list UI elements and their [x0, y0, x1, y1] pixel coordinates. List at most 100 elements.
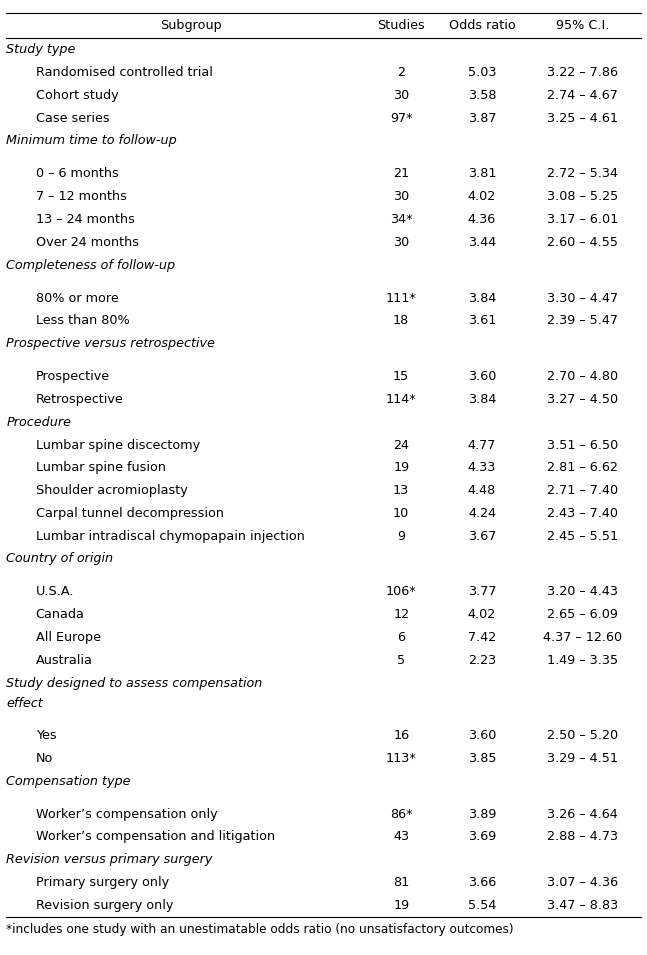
Text: 3.69: 3.69	[468, 830, 496, 843]
Text: Cohort study: Cohort study	[36, 89, 118, 102]
Text: 3.85: 3.85	[468, 752, 496, 765]
Text: 113*: 113*	[386, 752, 417, 765]
Text: Primary surgery only: Primary surgery only	[36, 876, 169, 889]
Text: 9: 9	[397, 530, 405, 542]
Text: 3.08 – 5.25: 3.08 – 5.25	[547, 190, 618, 203]
Text: Completeness of follow-up: Completeness of follow-up	[6, 259, 175, 271]
Text: 3.17 – 6.01: 3.17 – 6.01	[547, 213, 618, 226]
Text: No: No	[36, 752, 53, 765]
Text: Worker’s compensation only: Worker’s compensation only	[36, 808, 217, 820]
Text: 3.67: 3.67	[468, 530, 496, 542]
Text: Lumbar intradiscal chymopapain injection: Lumbar intradiscal chymopapain injection	[36, 530, 305, 542]
Text: Compensation type: Compensation type	[6, 775, 131, 788]
Text: All Europe: All Europe	[36, 631, 100, 644]
Text: 3.47 – 8.83: 3.47 – 8.83	[547, 899, 618, 912]
Text: 2.45 – 5.51: 2.45 – 5.51	[547, 530, 618, 542]
Text: 3.60: 3.60	[468, 729, 496, 742]
Text: Australia: Australia	[36, 654, 93, 667]
Text: 3.61: 3.61	[468, 314, 496, 328]
Text: 86*: 86*	[390, 808, 412, 820]
Text: Procedure: Procedure	[6, 415, 71, 429]
Text: 1.49 – 3.35: 1.49 – 3.35	[547, 654, 618, 667]
Text: 3.44: 3.44	[468, 236, 496, 249]
Text: 3.84: 3.84	[468, 291, 496, 305]
Text: Prospective: Prospective	[36, 371, 110, 383]
Text: Randomised controlled trial: Randomised controlled trial	[36, 66, 212, 79]
Text: 3.07 – 4.36: 3.07 – 4.36	[547, 876, 618, 889]
Text: 7.42: 7.42	[468, 631, 496, 644]
Text: 2.65 – 6.09: 2.65 – 6.09	[547, 608, 618, 622]
Text: 114*: 114*	[386, 393, 417, 406]
Text: 4.36: 4.36	[468, 213, 496, 226]
Text: 3.27 – 4.50: 3.27 – 4.50	[547, 393, 618, 406]
Text: 4.33: 4.33	[468, 461, 496, 475]
Text: 4.77: 4.77	[468, 438, 496, 452]
Text: 3.58: 3.58	[468, 89, 496, 102]
Text: 4.02: 4.02	[468, 190, 496, 203]
Text: 43: 43	[393, 830, 409, 843]
Text: Revision surgery only: Revision surgery only	[36, 899, 173, 912]
Text: 21: 21	[393, 167, 409, 180]
Text: 3.25 – 4.61: 3.25 – 4.61	[547, 112, 618, 125]
Text: Country of origin: Country of origin	[6, 552, 114, 565]
Text: 97*: 97*	[390, 112, 412, 125]
Text: U.S.A.: U.S.A.	[36, 585, 74, 599]
Text: Worker’s compensation and litigation: Worker’s compensation and litigation	[36, 830, 275, 843]
Text: Shoulder acromioplasty: Shoulder acromioplasty	[36, 484, 188, 498]
Text: 3.26 – 4.64: 3.26 – 4.64	[547, 808, 618, 820]
Text: Revision versus primary surgery: Revision versus primary surgery	[6, 853, 213, 866]
Text: 2.50 – 5.20: 2.50 – 5.20	[547, 729, 618, 742]
Text: 2.60 – 4.55: 2.60 – 4.55	[547, 236, 618, 249]
Text: 7 – 12 months: 7 – 12 months	[36, 190, 126, 203]
Text: Studies: Studies	[377, 19, 425, 32]
Text: 24: 24	[393, 438, 409, 452]
Text: 3.20 – 4.43: 3.20 – 4.43	[547, 585, 618, 599]
Text: 3.87: 3.87	[468, 112, 496, 125]
Text: 3.77: 3.77	[468, 585, 496, 599]
Text: 4.02: 4.02	[468, 608, 496, 622]
Text: Study designed to assess compensation: Study designed to assess compensation	[6, 677, 263, 690]
Text: Subgroup: Subgroup	[160, 19, 222, 32]
Text: 30: 30	[393, 89, 410, 102]
Text: Case series: Case series	[36, 112, 109, 125]
Text: Carpal tunnel decompression: Carpal tunnel decompression	[36, 507, 224, 520]
Text: 4.37 – 12.60: 4.37 – 12.60	[543, 631, 622, 644]
Text: 5: 5	[397, 654, 405, 667]
Text: 12: 12	[393, 608, 409, 622]
Text: 5.54: 5.54	[468, 899, 496, 912]
Text: 30: 30	[393, 190, 410, 203]
Text: 6: 6	[397, 631, 405, 644]
Text: 2.81 – 6.62: 2.81 – 6.62	[547, 461, 618, 475]
Text: 3.60: 3.60	[468, 371, 496, 383]
Text: Retrospective: Retrospective	[36, 393, 124, 406]
Text: 3.81: 3.81	[468, 167, 496, 180]
Text: 16: 16	[393, 729, 409, 742]
Text: 3.66: 3.66	[468, 876, 496, 889]
Text: 2.71 – 7.40: 2.71 – 7.40	[547, 484, 618, 498]
Text: Yes: Yes	[36, 729, 56, 742]
Text: 0 – 6 months: 0 – 6 months	[36, 167, 118, 180]
Text: 15: 15	[393, 371, 410, 383]
Text: 81: 81	[393, 876, 410, 889]
Text: Lumbar spine discectomy: Lumbar spine discectomy	[36, 438, 200, 452]
Text: 10: 10	[393, 507, 410, 520]
Text: 3.84: 3.84	[468, 393, 496, 406]
Text: 3.29 – 4.51: 3.29 – 4.51	[547, 752, 618, 765]
Text: 2: 2	[397, 66, 405, 79]
Text: 30: 30	[393, 236, 410, 249]
Text: Study type: Study type	[6, 43, 76, 56]
Text: 18: 18	[393, 314, 410, 328]
Text: 95% C.I.: 95% C.I.	[556, 19, 609, 32]
Text: Lumbar spine fusion: Lumbar spine fusion	[36, 461, 166, 475]
Text: 2.43 – 7.40: 2.43 – 7.40	[547, 507, 618, 520]
Text: 2.88 – 4.73: 2.88 – 4.73	[547, 830, 618, 843]
Text: Prospective versus retrospective: Prospective versus retrospective	[6, 337, 215, 350]
Text: Less than 80%: Less than 80%	[36, 314, 129, 328]
Text: 2.39 – 5.47: 2.39 – 5.47	[547, 314, 618, 328]
Text: 111*: 111*	[386, 291, 417, 305]
Text: Minimum time to follow-up: Minimum time to follow-up	[6, 135, 177, 147]
Text: 2.70 – 4.80: 2.70 – 4.80	[547, 371, 618, 383]
Text: Over 24 months: Over 24 months	[36, 236, 138, 249]
Text: 19: 19	[393, 461, 409, 475]
Text: Odds ratio: Odds ratio	[448, 19, 516, 32]
